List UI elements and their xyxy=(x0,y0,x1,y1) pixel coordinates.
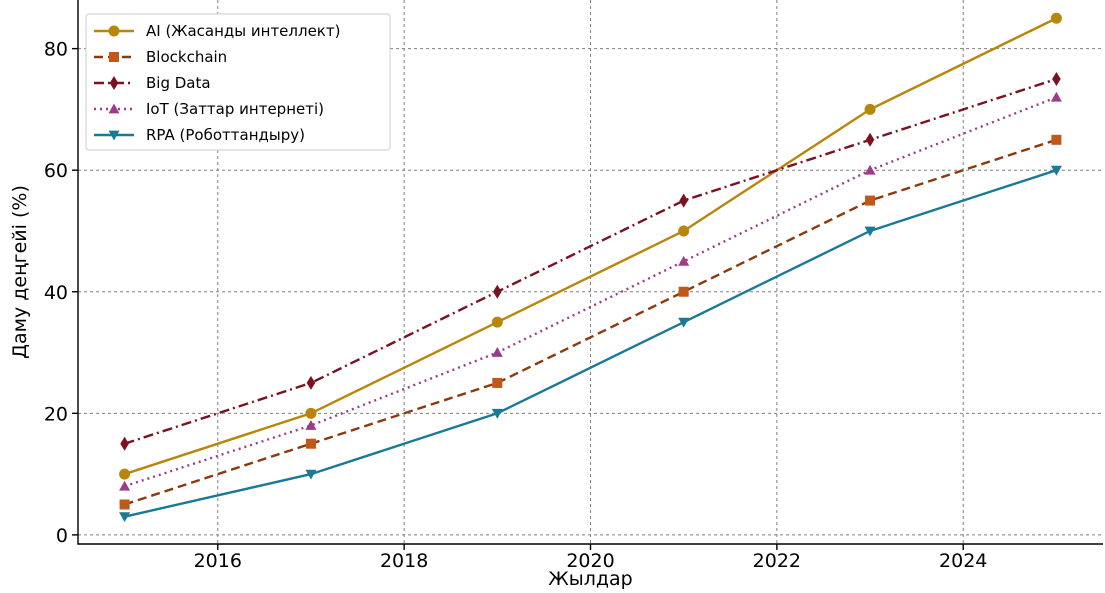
legend-box xyxy=(85,13,391,151)
data-point xyxy=(678,255,690,266)
data-point xyxy=(864,103,876,115)
legend-item: IoT (Заттар интернеті) xyxy=(94,100,324,118)
series-3 xyxy=(119,91,1062,491)
series-line xyxy=(124,77,1057,445)
y-axis-title: Даму деңгейі (%) xyxy=(9,185,31,359)
legend-label: Big Data xyxy=(146,74,211,92)
axes: 2016 2018 2020 2022 2024 0 20 40 60 80 xyxy=(44,0,1103,572)
data-point xyxy=(864,226,876,237)
data-point xyxy=(1050,91,1062,102)
series-line xyxy=(124,96,1057,488)
data-point xyxy=(493,284,502,299)
legend-marker xyxy=(108,103,120,114)
series-2 xyxy=(120,72,1061,451)
data-point xyxy=(1050,12,1062,24)
legend-label: AI (Жасанды интеллект) xyxy=(146,22,340,40)
x-tick-label: 2024 xyxy=(939,550,987,572)
data-point xyxy=(678,286,689,297)
data-point xyxy=(1051,134,1062,145)
data-point xyxy=(1050,165,1062,176)
x-tick-label: 2020 xyxy=(566,550,614,572)
series-line xyxy=(124,138,1057,506)
legend-item: AI (Жасанды интеллект) xyxy=(94,22,340,40)
legend-label: Blockchain xyxy=(146,48,227,66)
legend-item: Big Data xyxy=(94,74,211,92)
x-tick-label: 2022 xyxy=(753,550,801,572)
data-point xyxy=(492,377,503,388)
x-tick-label: 2018 xyxy=(380,550,428,572)
data-point xyxy=(305,438,316,449)
series-line xyxy=(124,169,1057,518)
data-point xyxy=(491,347,503,357)
data-point xyxy=(678,225,690,237)
data-point xyxy=(864,164,876,175)
legend-label: RPA (Роботтандыру) xyxy=(146,126,305,144)
data-point xyxy=(305,469,317,480)
series-group xyxy=(119,12,1062,523)
series-0 xyxy=(119,12,1062,480)
data-point xyxy=(305,407,317,419)
data-point xyxy=(865,195,876,206)
data-point xyxy=(491,316,503,328)
data-point xyxy=(119,468,131,480)
data-point xyxy=(678,317,690,328)
grid xyxy=(78,0,1103,544)
data-point xyxy=(1052,72,1061,87)
legend-label: IoT (Заттар интернеті) xyxy=(146,100,324,118)
legend-item: Blockchain xyxy=(94,48,227,66)
legend-marker xyxy=(108,130,120,141)
data-point xyxy=(306,375,316,390)
legend-marker xyxy=(109,76,119,90)
data-point xyxy=(491,408,503,419)
y-tick-label: 0 xyxy=(56,525,68,547)
data-point xyxy=(305,419,317,430)
y-tick-label: 80 xyxy=(44,39,68,61)
y-tick-label: 40 xyxy=(44,282,68,304)
legend: AI (Жасанды интеллект) Blockchain Big Data… xyxy=(85,13,391,151)
data-point xyxy=(119,499,130,510)
legend-marker xyxy=(109,52,119,62)
data-point xyxy=(119,512,131,523)
axis-lines xyxy=(77,0,1103,545)
data-point xyxy=(120,436,129,451)
x-axis-title: Жылдар xyxy=(548,568,632,589)
series-1 xyxy=(119,134,1062,510)
y-tick-label: 20 xyxy=(44,403,68,425)
data-point xyxy=(679,193,688,208)
data-point xyxy=(865,132,875,147)
legend-marker xyxy=(108,25,120,37)
series-line xyxy=(124,17,1057,476)
data-point xyxy=(119,480,131,491)
x-tick-label: 2016 xyxy=(194,550,242,572)
series-4 xyxy=(119,165,1062,523)
legend-item: RPA (Роботтандыру) xyxy=(94,126,305,144)
y-tick-label: 60 xyxy=(44,160,68,182)
